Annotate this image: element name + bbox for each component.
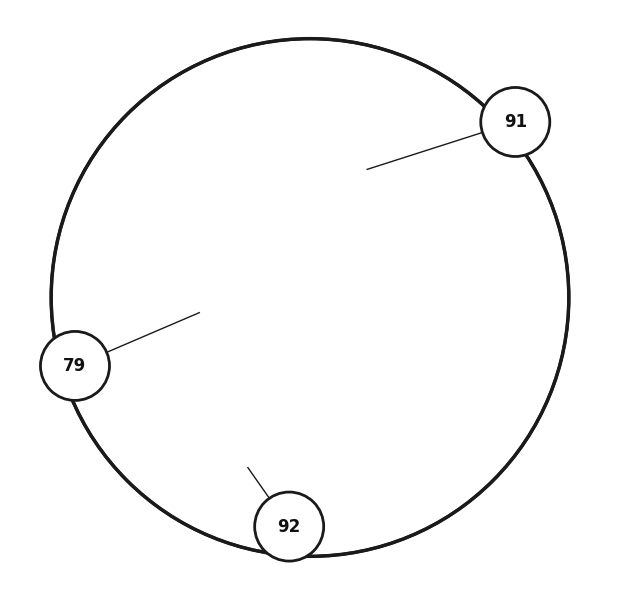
Circle shape <box>135 205 325 396</box>
Bar <box>202 290 236 321</box>
Circle shape <box>213 144 246 177</box>
Circle shape <box>307 238 414 345</box>
Circle shape <box>169 343 178 353</box>
Circle shape <box>278 343 288 353</box>
Bar <box>368 478 381 494</box>
Circle shape <box>290 81 299 90</box>
Text: 91: 91 <box>503 113 527 131</box>
Text: 92: 92 <box>278 518 301 536</box>
Circle shape <box>219 377 241 399</box>
Circle shape <box>255 492 324 561</box>
Polygon shape <box>313 214 339 247</box>
Text: eReplacementParts.com: eReplacementParts.com <box>246 290 374 299</box>
Circle shape <box>169 242 178 252</box>
Circle shape <box>162 236 184 258</box>
Bar <box>301 498 316 507</box>
Bar <box>155 95 172 503</box>
Circle shape <box>273 236 294 258</box>
Circle shape <box>278 242 288 252</box>
Circle shape <box>40 331 110 400</box>
Circle shape <box>51 39 569 556</box>
Bar <box>303 142 322 155</box>
Circle shape <box>305 250 316 261</box>
Circle shape <box>284 255 298 269</box>
Circle shape <box>342 273 379 311</box>
Circle shape <box>162 337 184 359</box>
Circle shape <box>480 87 550 156</box>
Bar <box>366 95 384 503</box>
Bar <box>155 95 384 503</box>
Circle shape <box>276 81 286 90</box>
Circle shape <box>225 383 234 393</box>
Circle shape <box>323 254 398 329</box>
Text: 79: 79 <box>63 357 87 375</box>
Circle shape <box>273 337 294 359</box>
Bar <box>301 126 317 137</box>
Circle shape <box>219 200 241 221</box>
Circle shape <box>268 81 278 90</box>
Circle shape <box>193 124 267 198</box>
Circle shape <box>225 206 234 215</box>
Bar <box>302 223 310 241</box>
Bar <box>303 143 314 167</box>
Bar <box>360 434 383 467</box>
